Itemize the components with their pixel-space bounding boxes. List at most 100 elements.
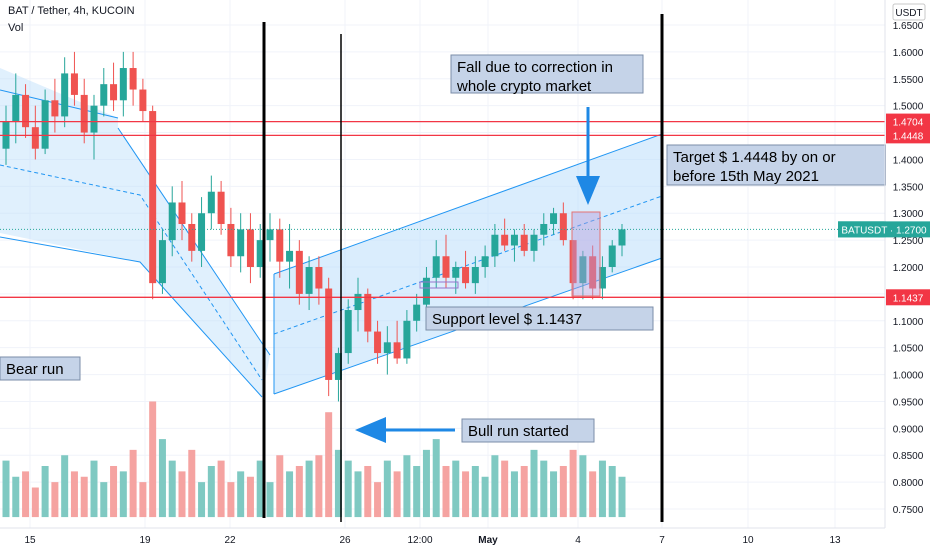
candle-body (110, 84, 118, 101)
volume-bar (227, 482, 235, 518)
price-level-tag (886, 113, 930, 130)
volume-bar (217, 460, 225, 518)
price-level-value: 1.4448 (893, 131, 924, 142)
volume-bar (188, 449, 196, 518)
last-price-tag (838, 221, 930, 238)
price-tick-label: 1.2500 (893, 236, 924, 247)
time-axis[interactable]: 15 19 22 26 12:00 May 4 7 10 13 (0, 527, 885, 546)
volume-bar (129, 449, 137, 518)
bull-channel (273, 133, 663, 395)
time-tick-label: 7 (659, 535, 665, 546)
bear-channel-lower (0, 236, 263, 398)
candle-body (139, 89, 147, 112)
currency-label: USDT (895, 8, 922, 19)
volume-bar (119, 471, 127, 518)
volume-bar (246, 476, 254, 518)
candle-body (481, 256, 489, 268)
price-tick-label: 1.5000 (893, 102, 924, 113)
candle-body (90, 105, 98, 133)
candle-body (618, 229, 626, 246)
volume-bar (618, 476, 626, 518)
time-tick-label: 12:00 (407, 535, 432, 546)
candle-body (471, 267, 479, 284)
volume-bar (256, 460, 264, 518)
volume-bar (41, 465, 49, 518)
candle-body (393, 342, 401, 359)
candle-body (589, 256, 597, 289)
bull-note-text: Bull run started (468, 423, 569, 440)
candle-body (178, 202, 186, 224)
price-tick-label: 1.5500 (893, 75, 924, 86)
volume-bar (589, 471, 597, 518)
volume-bar (393, 471, 401, 518)
volume-bar (325, 412, 333, 518)
support-note-text: Support level $ 1.1437 (432, 311, 582, 328)
price-tick-label: 0.7500 (893, 505, 924, 516)
candle-body (413, 304, 421, 321)
volume-bar (276, 455, 284, 518)
candle-body (207, 191, 215, 214)
candle-body (344, 310, 352, 354)
time-tick-label: 26 (339, 535, 351, 546)
candle-body (364, 293, 372, 332)
volume-bar (178, 471, 186, 518)
candle-body (315, 267, 323, 289)
currency-badge[interactable] (892, 3, 926, 21)
volume-bar (422, 449, 430, 518)
volume-bar (374, 482, 382, 518)
price-axis-bg (886, 0, 932, 528)
bear-channel (0, 68, 271, 398)
candle-body (198, 213, 206, 251)
volume-bar (266, 482, 274, 518)
candle-body (188, 223, 196, 251)
candle-body (520, 234, 528, 251)
candle-body (422, 277, 430, 305)
price-level-tag (886, 289, 930, 306)
price-tick-label: 1.0500 (893, 344, 924, 355)
volume-bar (315, 455, 323, 518)
price-tick-label: 1.2000 (893, 263, 924, 274)
candle-body (608, 245, 616, 268)
candle-body (501, 234, 509, 246)
volume-bar (383, 460, 391, 518)
price-tick-label: 0.8000 (893, 478, 924, 489)
volume-bar (139, 482, 147, 518)
price-tick-label: 0.9000 (893, 424, 924, 435)
volume-bar (608, 465, 616, 518)
volume-bar (364, 465, 372, 518)
candle-body (442, 256, 450, 278)
volume-bar (51, 482, 59, 518)
bear-channel-mid (0, 164, 263, 381)
candle-body (119, 68, 127, 101)
volume-bar (559, 465, 567, 518)
candle-body (227, 223, 235, 257)
price-tick-label: 1.1000 (893, 317, 924, 328)
price-tick-label: 1.6000 (893, 48, 924, 59)
price-tick-label: 0.9500 (893, 397, 924, 408)
bear-run-note-box (0, 356, 81, 381)
candle-body (61, 73, 69, 117)
price-level-tag (886, 127, 930, 144)
vertical-markers (262, 14, 664, 522)
candle-body (80, 94, 88, 133)
bear-channel-fill (0, 68, 270, 397)
candle-body (383, 342, 391, 354)
volume-bar (462, 471, 470, 518)
candle-body (237, 229, 245, 257)
candle-body (579, 256, 587, 284)
price-level-value: 1.1437 (893, 293, 924, 304)
volume-bar (550, 471, 558, 518)
volume-bar (237, 471, 245, 518)
target-note-box (666, 144, 887, 186)
volume-bar (61, 455, 69, 518)
price-axis[interactable]: 1.65001.60001.55001.50001.45001.40001.35… (838, 0, 932, 528)
volume-bar (540, 460, 548, 518)
time-tick-label: 10 (742, 535, 754, 546)
price-tick-label: 1.3500 (893, 182, 924, 193)
candle-body (374, 331, 382, 354)
candle-body (12, 94, 20, 122)
candle-body (510, 234, 518, 246)
last-price-text: BATUSDT · 1.2700 (841, 225, 927, 236)
candle-body (158, 240, 166, 284)
